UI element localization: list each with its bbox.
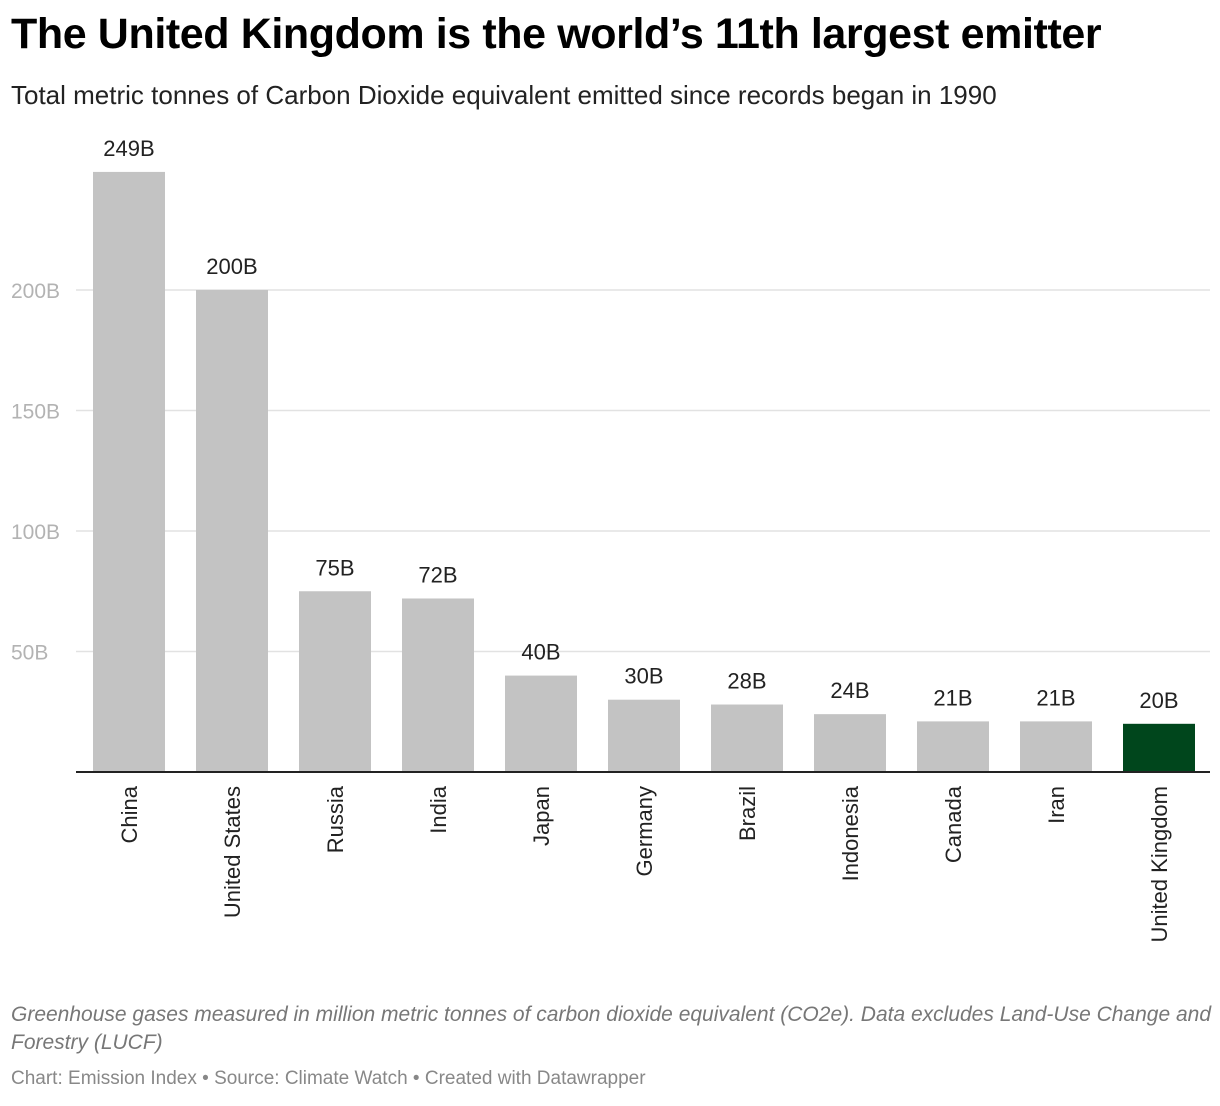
bar-china	[93, 171, 165, 772]
bar-russia	[299, 591, 371, 772]
value-label: 28B	[727, 669, 766, 694]
value-label: 20B	[1139, 688, 1178, 713]
x-tick-label: Russia	[323, 785, 348, 853]
bar-japan	[505, 675, 577, 772]
x-tick-label: Iran	[1044, 786, 1069, 824]
value-label: 75B	[315, 555, 354, 580]
x-tick-label: United States	[220, 786, 245, 918]
bar-united-states	[196, 290, 268, 772]
y-tick-label: 200B	[11, 280, 60, 303]
value-label: 30B	[624, 664, 663, 689]
x-tick-label: China	[117, 785, 142, 843]
x-tick-label: Brazil	[735, 786, 760, 841]
y-tick-label: 100B	[11, 521, 60, 544]
value-label: 21B	[933, 685, 972, 710]
x-tick-label: United Kingdom	[1147, 786, 1172, 943]
bars	[93, 171, 1195, 772]
x-tick-label: Germany	[632, 786, 657, 876]
chart-title: The United Kingdom is the world’s 11th l…	[11, 10, 1102, 58]
bar-india	[402, 598, 474, 772]
bar-united-kingdom	[1123, 723, 1195, 772]
value-label: 249B	[103, 136, 154, 161]
value-label: 21B	[1036, 685, 1075, 710]
chart-notes: Greenhouse gases measured in million met…	[11, 1003, 1212, 1054]
value-label: 72B	[418, 562, 457, 587]
x-tick-label: Canada	[941, 785, 966, 863]
bar-germany	[608, 699, 680, 772]
bar-iran	[1020, 721, 1092, 772]
x-axis-labels: China United States Russia India Japan German…	[117, 785, 1172, 942]
value-label: 200B	[206, 254, 257, 279]
bar-canada	[917, 721, 989, 772]
chart-subtitle: Total metric tonnes of Carbon Dioxide eq…	[11, 80, 997, 110]
x-tick-label: Japan	[529, 786, 554, 846]
x-tick-label: India	[426, 785, 451, 833]
chart-credits: Chart: Emission Index • Source: Climate …	[11, 1068, 646, 1089]
y-tick-label: 150B	[11, 401, 60, 424]
value-label: 24B	[830, 678, 869, 703]
x-tick-label: Indonesia	[838, 785, 863, 881]
value-label: 40B	[521, 640, 560, 665]
bar-indonesia	[814, 714, 886, 772]
y-tick-label: 50B	[11, 642, 48, 665]
gridlines: 50B 100B 150B 200B	[11, 280, 1210, 665]
bar-brazil	[711, 704, 783, 772]
value-labels: 249B 200B 75B 72B 40B 30B 28B 24B 21B 21B 20B	[103, 136, 1178, 713]
